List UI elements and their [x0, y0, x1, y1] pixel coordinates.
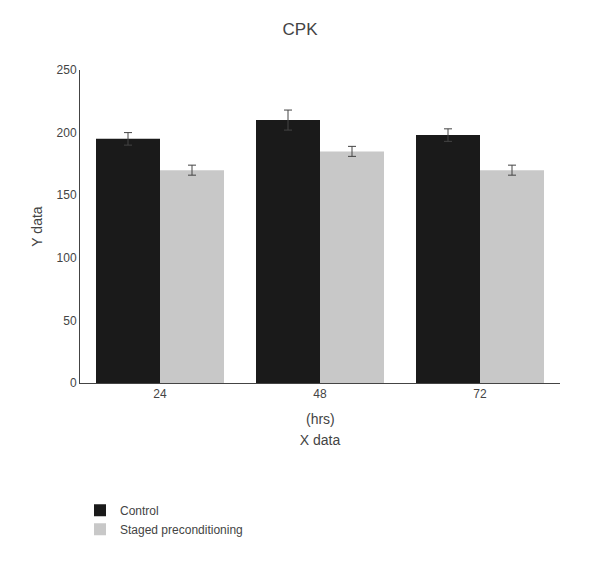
- svg-text:72: 72: [473, 387, 487, 401]
- svg-text:100: 100: [57, 251, 77, 265]
- svg-text:Control: Control: [120, 504, 159, 518]
- svg-text:CPK: CPK: [283, 20, 319, 39]
- svg-text:150: 150: [57, 188, 77, 202]
- svg-text:(hrs): (hrs): [306, 411, 335, 427]
- svg-text:48: 48: [313, 387, 327, 401]
- svg-text:200: 200: [57, 126, 77, 140]
- svg-text:X data: X data: [300, 432, 341, 448]
- svg-text:250: 250: [57, 63, 77, 77]
- svg-text:0: 0: [70, 376, 77, 390]
- svg-text:Y data: Y data: [29, 206, 45, 246]
- svg-text:Staged preconditioning: Staged preconditioning: [120, 523, 243, 537]
- svg-text:50: 50: [63, 314, 77, 328]
- svg-text:24: 24: [153, 387, 167, 401]
